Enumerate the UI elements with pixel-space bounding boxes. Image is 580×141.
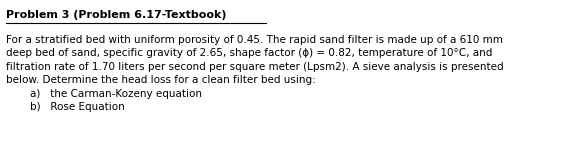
Text: below. Determine the head loss for a clean filter bed using:: below. Determine the head loss for a cle…: [6, 75, 316, 85]
Text: deep bed of sand, specific gravity of 2.65, shape factor (ϕ) = 0.82, temperature: deep bed of sand, specific gravity of 2.…: [6, 48, 492, 58]
Text: Problem 3 (Problem 6.17-Textbook): Problem 3 (Problem 6.17-Textbook): [6, 10, 227, 20]
Text: filtration rate of 1.70 liters per second per square meter (Lpsm2). A sieve anal: filtration rate of 1.70 liters per secon…: [6, 62, 503, 72]
Text: For a stratified bed with uniform porosity of 0.45. The rapid sand filter is mad: For a stratified bed with uniform porosi…: [6, 35, 503, 45]
Text: a)   the Carman-Kozeny equation: a) the Carman-Kozeny equation: [30, 89, 202, 99]
Text: b)   Rose Equation: b) Rose Equation: [30, 102, 125, 112]
